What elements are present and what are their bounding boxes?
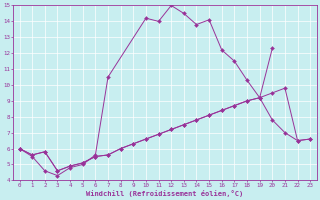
X-axis label: Windchill (Refroidissement éolien,°C): Windchill (Refroidissement éolien,°C) (86, 190, 244, 197)
